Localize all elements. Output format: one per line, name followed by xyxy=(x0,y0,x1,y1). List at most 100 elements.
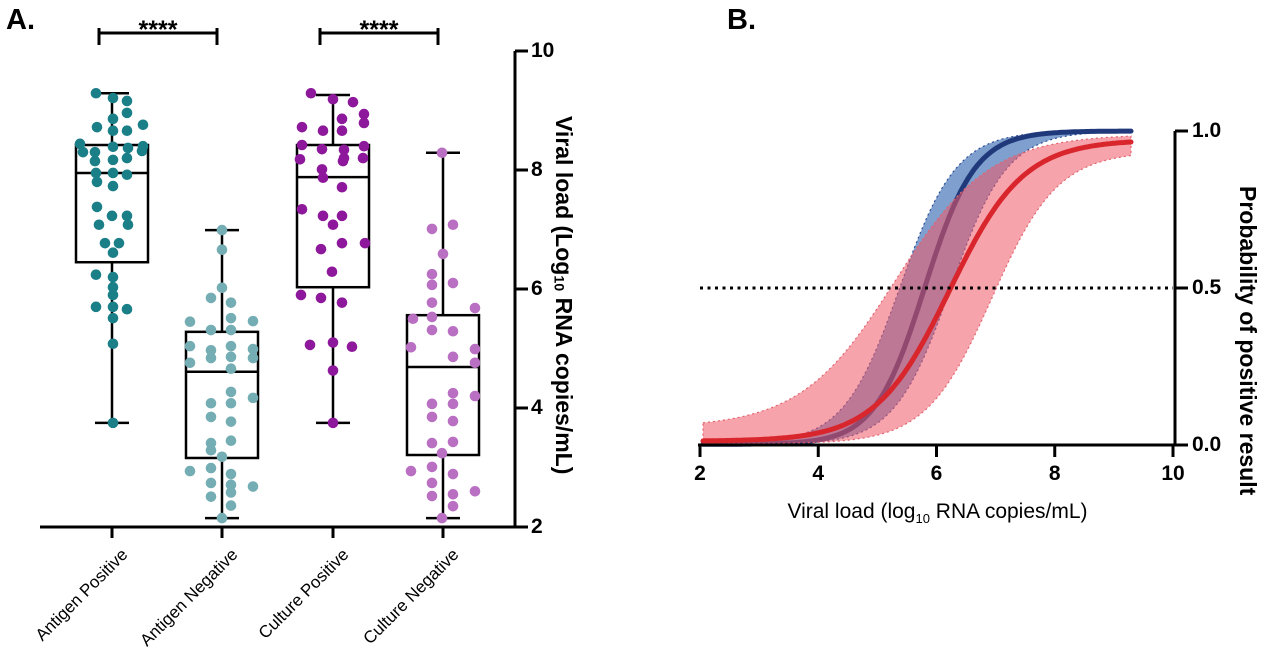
data-point xyxy=(184,465,196,477)
data-point xyxy=(91,121,103,133)
data-point xyxy=(107,154,119,166)
data-point xyxy=(184,316,196,328)
data-point xyxy=(426,279,438,291)
data-point xyxy=(225,340,237,352)
data-point xyxy=(91,176,103,188)
data-point xyxy=(405,342,417,353)
data-point xyxy=(107,301,119,313)
y-tick-label: 6 xyxy=(531,277,543,300)
data-point xyxy=(136,145,148,157)
data-point xyxy=(437,248,449,260)
data-point xyxy=(436,147,448,159)
data-point xyxy=(358,108,370,120)
data-point xyxy=(426,411,438,423)
data-point xyxy=(107,141,119,153)
data-point xyxy=(436,447,448,459)
data-point xyxy=(93,219,105,231)
panel-a-box-scatter-chart: **** **** xyxy=(40,16,528,538)
data-point xyxy=(469,357,481,369)
data-point xyxy=(336,125,348,137)
data-point xyxy=(426,311,438,323)
red-curve-group xyxy=(700,135,1134,445)
data-point xyxy=(122,142,134,154)
data-point xyxy=(358,117,370,129)
data-point xyxy=(225,324,237,336)
data-point xyxy=(327,417,339,429)
data-point xyxy=(315,292,327,304)
data-point xyxy=(225,500,237,511)
data-point xyxy=(447,468,459,480)
x-title-text: RNA copies/mL) xyxy=(929,500,1088,523)
data-point xyxy=(337,155,349,167)
data-point xyxy=(205,411,217,423)
x-tick-label: 4 xyxy=(812,462,825,485)
data-point xyxy=(247,343,259,355)
data-point xyxy=(247,392,259,404)
data-point xyxy=(107,289,119,301)
data-point xyxy=(336,181,348,193)
data-point xyxy=(447,387,459,399)
data-point xyxy=(426,477,438,489)
data-point xyxy=(216,244,228,256)
data-point xyxy=(317,210,329,222)
x-tick-label: 10 xyxy=(1161,462,1185,485)
y-tick-label: 2 xyxy=(531,515,543,538)
data-point xyxy=(89,146,101,158)
data-point xyxy=(469,486,481,497)
data-point xyxy=(216,282,228,294)
data-point xyxy=(216,224,228,236)
data-point xyxy=(99,237,111,249)
data-point xyxy=(205,292,217,304)
data-point xyxy=(225,468,237,480)
data-point xyxy=(469,343,481,355)
data-point xyxy=(90,167,102,179)
data-point xyxy=(121,169,133,181)
data-point xyxy=(205,491,217,502)
data-point xyxy=(225,351,237,363)
data-point xyxy=(90,87,102,99)
data-point xyxy=(107,281,119,293)
data-point xyxy=(469,302,481,314)
y-title-subscript: 10 xyxy=(550,275,567,291)
data-point xyxy=(338,144,350,156)
panel-b-x-axis-title: Viral load (log10 RNA copies/mL) xyxy=(745,500,1130,526)
data-point xyxy=(347,96,359,108)
data-point xyxy=(90,269,102,281)
data-point xyxy=(107,180,119,192)
data-point xyxy=(426,223,438,235)
data-point xyxy=(317,172,329,184)
data-point xyxy=(247,481,259,492)
data-point xyxy=(90,301,102,313)
data-point xyxy=(426,490,438,502)
data-point xyxy=(121,303,133,315)
data-point xyxy=(106,210,118,222)
data-point xyxy=(326,266,338,278)
data-point xyxy=(358,140,370,152)
data-point xyxy=(225,416,237,427)
data-point xyxy=(225,435,237,447)
panel-a-label: A. xyxy=(6,4,35,36)
data-point xyxy=(317,125,329,137)
box xyxy=(295,143,371,289)
data-point xyxy=(205,477,217,489)
data-point xyxy=(447,325,459,337)
data-point xyxy=(447,351,459,363)
x-title-subscript: 10 xyxy=(915,511,930,527)
data-point xyxy=(327,365,339,376)
data-point xyxy=(137,119,149,131)
data-point xyxy=(407,313,419,325)
data-point xyxy=(426,398,438,410)
data-point xyxy=(336,113,348,125)
y-tick-label: 0.5 xyxy=(1192,276,1222,299)
panel-b-y-axis-title: Probability of positive result xyxy=(1234,88,1261,593)
data-point xyxy=(247,315,259,327)
data-point xyxy=(121,152,133,164)
panel-b-label: B. xyxy=(727,4,756,36)
series-culture-positive xyxy=(294,87,371,429)
data-point xyxy=(447,500,459,512)
x-tick-label: 6 xyxy=(930,462,943,485)
data-point xyxy=(225,297,237,308)
data-point xyxy=(122,219,134,231)
data-point xyxy=(295,289,307,301)
red-curve xyxy=(700,139,1134,444)
